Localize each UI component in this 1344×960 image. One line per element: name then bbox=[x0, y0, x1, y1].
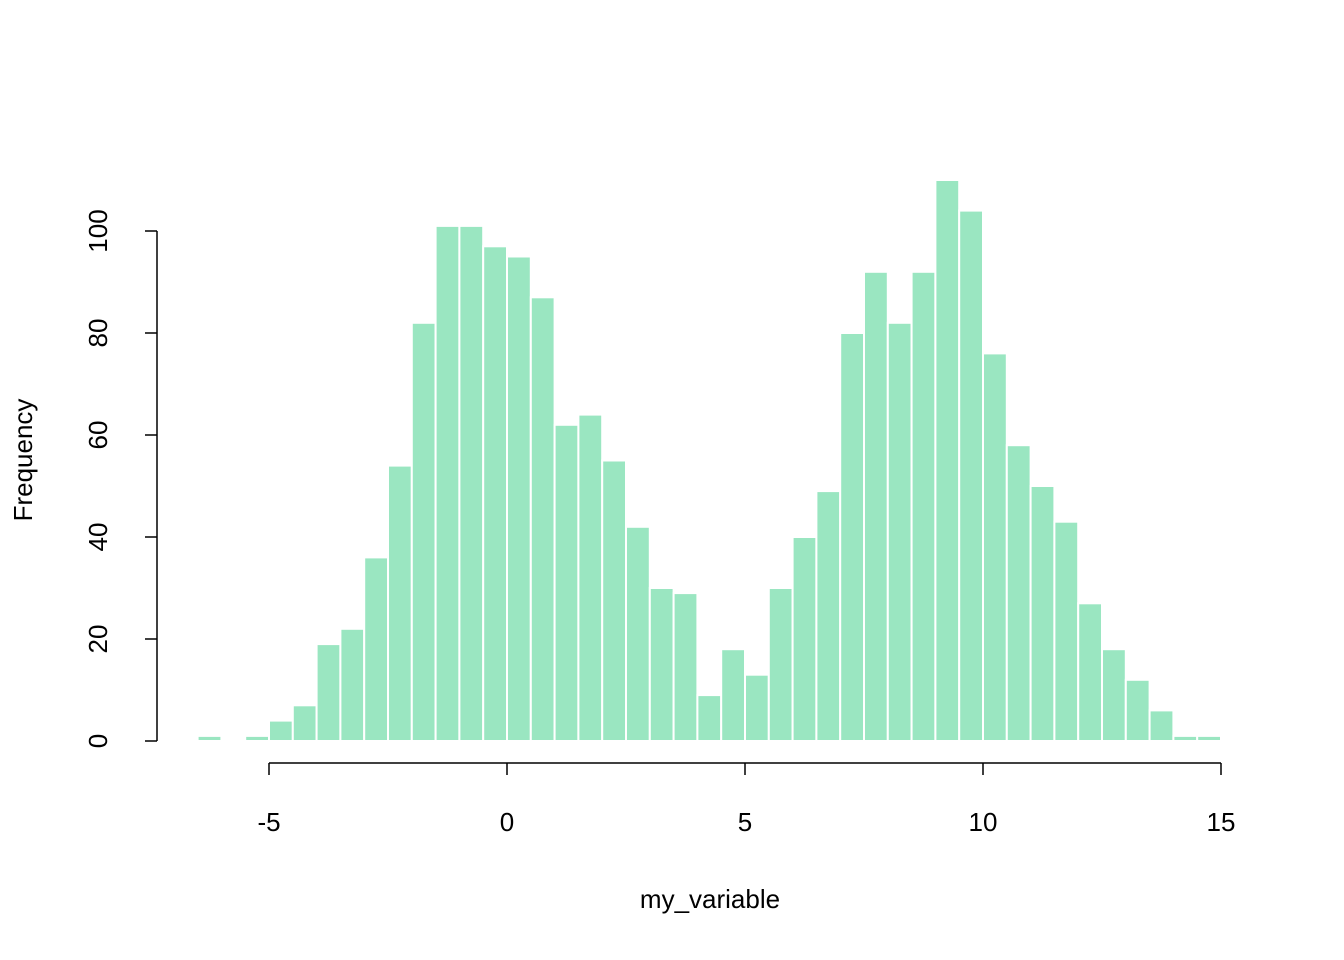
bar bbox=[196, 734, 223, 743]
bar bbox=[815, 490, 842, 742]
bar bbox=[886, 321, 913, 742]
x-tick-label: 0 bbox=[500, 807, 514, 837]
bar bbox=[339, 627, 366, 742]
bar bbox=[482, 245, 509, 743]
bar bbox=[863, 270, 889, 742]
bar bbox=[982, 352, 1008, 742]
bar bbox=[958, 209, 985, 743]
bar bbox=[506, 255, 532, 742]
bar bbox=[1196, 734, 1222, 743]
bar bbox=[1005, 444, 1032, 742]
bar bbox=[696, 694, 723, 742]
bar bbox=[458, 224, 485, 742]
y-axis-label: Frequency bbox=[8, 399, 38, 522]
bar bbox=[791, 536, 818, 742]
bar bbox=[1053, 520, 1080, 743]
bar bbox=[625, 525, 651, 742]
bar bbox=[1124, 678, 1151, 742]
bar bbox=[910, 270, 937, 742]
bar bbox=[934, 179, 961, 742]
bar bbox=[363, 556, 390, 743]
bar bbox=[672, 592, 699, 742]
y-tick-label: 100 bbox=[83, 209, 113, 252]
x-tick-label: 10 bbox=[969, 807, 998, 837]
y-tick-label: 20 bbox=[83, 625, 113, 654]
bar bbox=[553, 423, 580, 742]
y-tick-label: 80 bbox=[83, 319, 113, 348]
bar bbox=[577, 413, 604, 742]
x-tick-label: -5 bbox=[257, 807, 280, 837]
bar bbox=[244, 734, 270, 743]
bar bbox=[410, 321, 437, 742]
bar bbox=[315, 643, 342, 742]
y-tick-label: 40 bbox=[83, 523, 113, 552]
bar bbox=[1029, 485, 1056, 742]
bar bbox=[291, 704, 318, 742]
bar bbox=[1172, 734, 1199, 743]
bar bbox=[1101, 648, 1127, 743]
bar bbox=[387, 464, 413, 742]
x-tick-label: 5 bbox=[738, 807, 752, 837]
x-tick-label: 15 bbox=[1207, 807, 1236, 837]
bar bbox=[268, 719, 294, 742]
bar bbox=[720, 648, 747, 743]
bar bbox=[601, 459, 628, 742]
bar bbox=[648, 587, 675, 742]
bar bbox=[529, 296, 556, 742]
bar bbox=[1077, 602, 1103, 742]
y-tick-label: 0 bbox=[83, 734, 113, 748]
bar bbox=[744, 673, 770, 743]
x-axis-label: my_variable bbox=[640, 884, 780, 914]
bar bbox=[434, 224, 461, 742]
y-tick-label: 60 bbox=[83, 421, 113, 450]
bar bbox=[767, 587, 794, 742]
bar bbox=[839, 332, 866, 742]
bar bbox=[1148, 709, 1175, 743]
